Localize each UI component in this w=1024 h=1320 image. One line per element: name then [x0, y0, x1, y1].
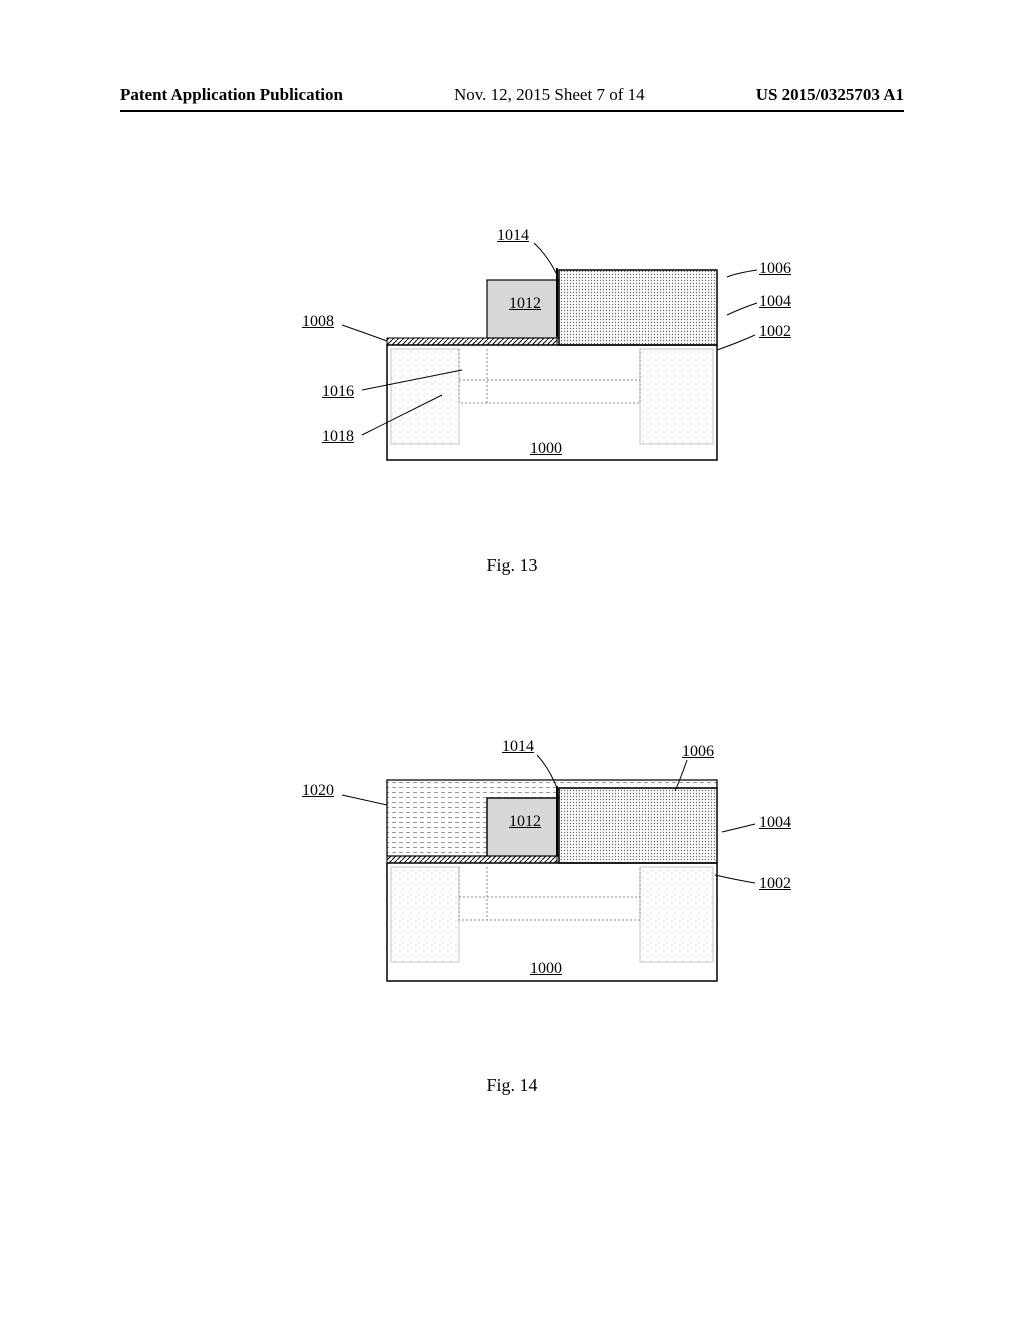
header-left: Patent Application Publication [120, 85, 343, 105]
label-1008: 1008 [302, 313, 334, 331]
label-1012-14: 1012 [509, 813, 541, 831]
label-1000: 1000 [530, 440, 562, 458]
fig13-leaders [287, 225, 787, 475]
fig14-caption: Fig. 14 [486, 1075, 537, 1096]
label-1002-14: 1002 [759, 875, 791, 893]
figure-13: 1014 1006 1012 1004 1008 1002 1016 1018 … [287, 225, 787, 475]
label-1000-14: 1000 [530, 960, 562, 978]
label-1006-14: 1006 [682, 743, 714, 761]
label-1002: 1002 [759, 323, 791, 341]
label-1004: 1004 [759, 293, 791, 311]
header-right: US 2015/0325703 A1 [756, 85, 904, 105]
label-1014: 1014 [497, 227, 529, 245]
label-1020: 1020 [302, 782, 334, 800]
label-1016: 1016 [322, 383, 354, 401]
label-1018: 1018 [322, 428, 354, 446]
figure-14: 1014 1006 1020 1012 1004 1002 1000 [287, 720, 787, 1010]
header-rule [120, 110, 904, 112]
page-header: Patent Application Publication Nov. 12, … [0, 85, 1024, 112]
header-center: Nov. 12, 2015 Sheet 7 of 14 [454, 85, 645, 105]
label-1004-14: 1004 [759, 814, 791, 832]
label-1006: 1006 [759, 260, 791, 278]
label-1012: 1012 [509, 295, 541, 313]
fig13-caption: Fig. 13 [486, 555, 537, 576]
label-1014-14: 1014 [502, 738, 534, 756]
